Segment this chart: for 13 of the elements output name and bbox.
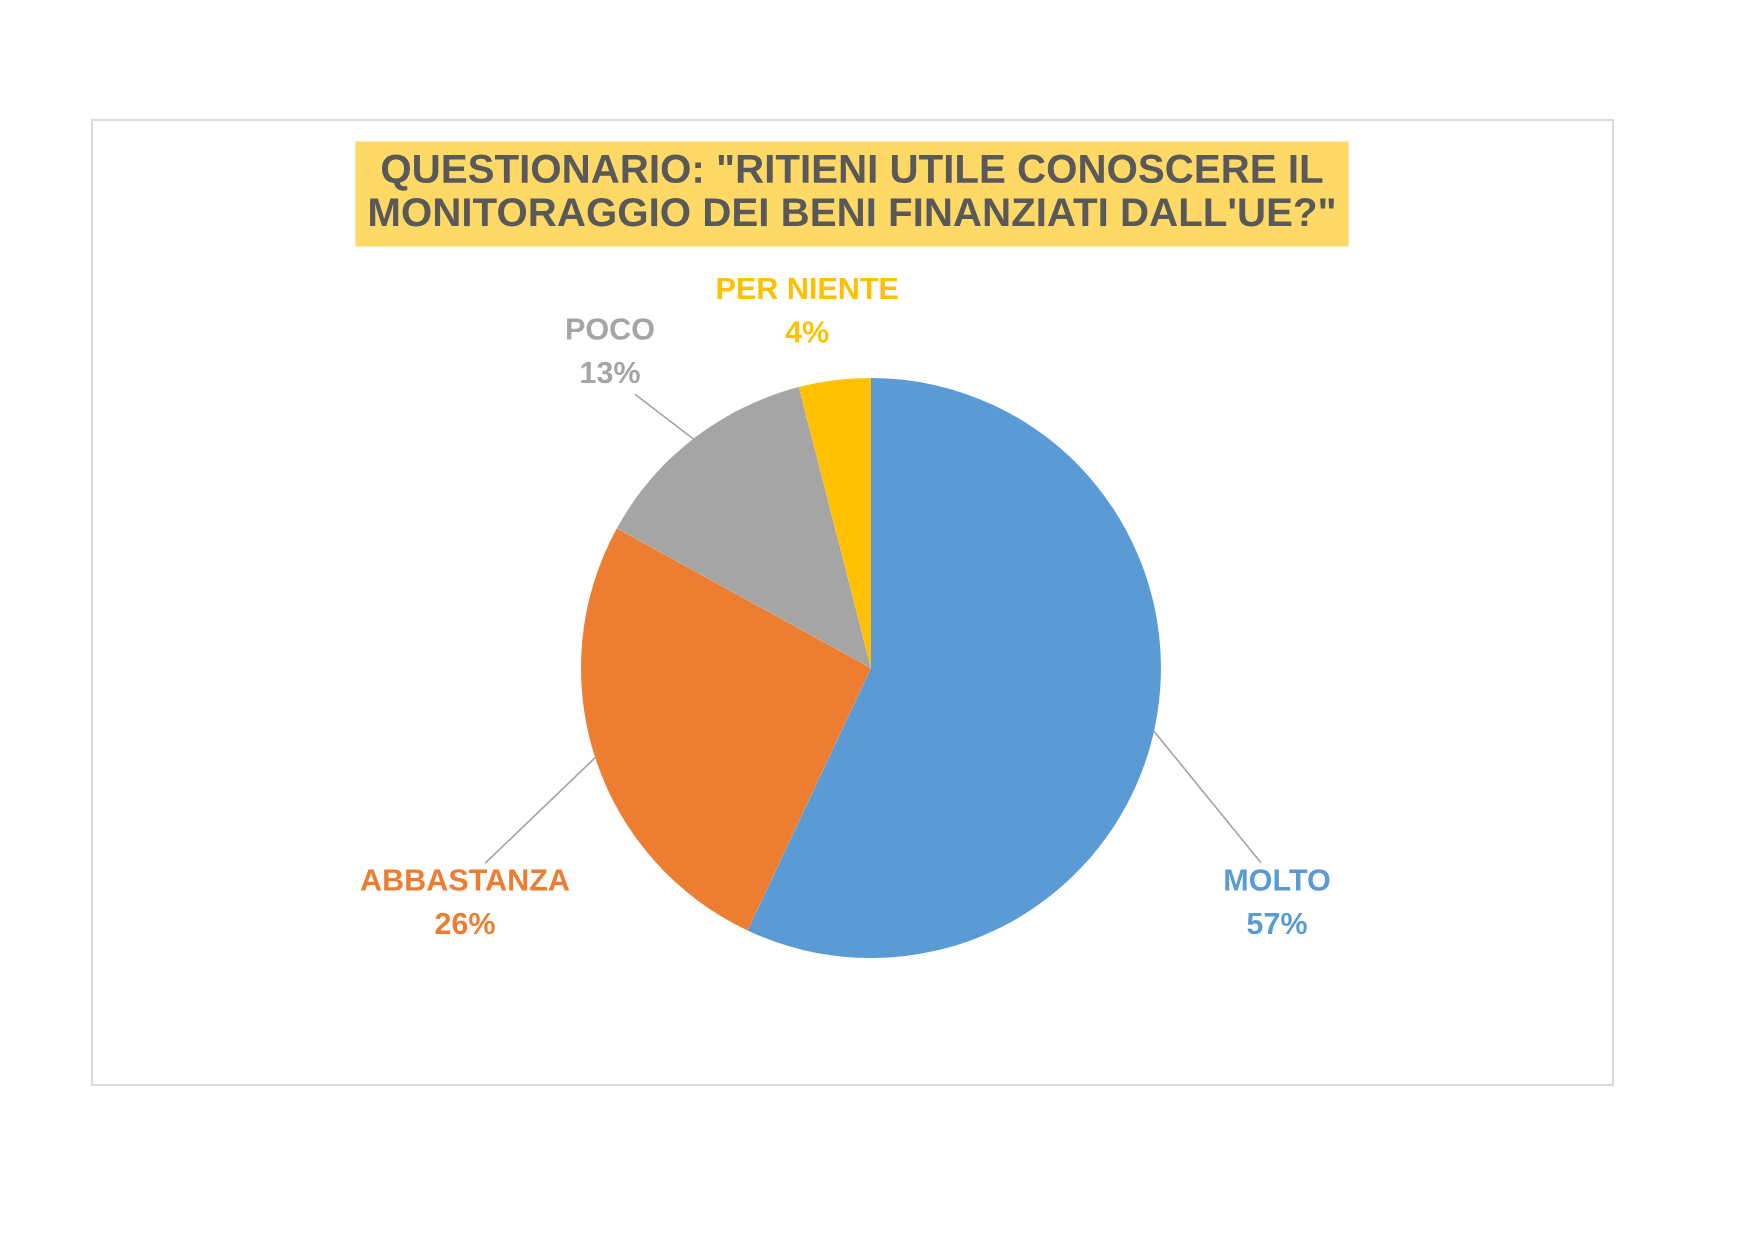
- slice-label: PER NIENTE: [717, 277, 898, 299]
- data-label: 4%: [785, 321, 829, 343]
- pie-slice: [581, 528, 871, 931]
- pie-slice: [616, 387, 871, 668]
- slice-label: POCO: [567, 318, 654, 340]
- slice-label: ABBASTANZA: [360, 869, 570, 891]
- pie-slice: [747, 378, 1161, 958]
- data-label: 26%: [435, 912, 495, 935]
- data-label: 57%: [1247, 912, 1307, 935]
- slice-label: MOLTO: [1225, 869, 1330, 891]
- chart-title: QUESTIONARIO: "RITIENI UTILE CONOSCERE IL MONITORAGGIO DEI BENI FINANZIATI DALL'UE?": [370, 154, 1334, 227]
- data-label: 13%: [581, 361, 640, 384]
- pie-slice: [798, 378, 871, 668]
